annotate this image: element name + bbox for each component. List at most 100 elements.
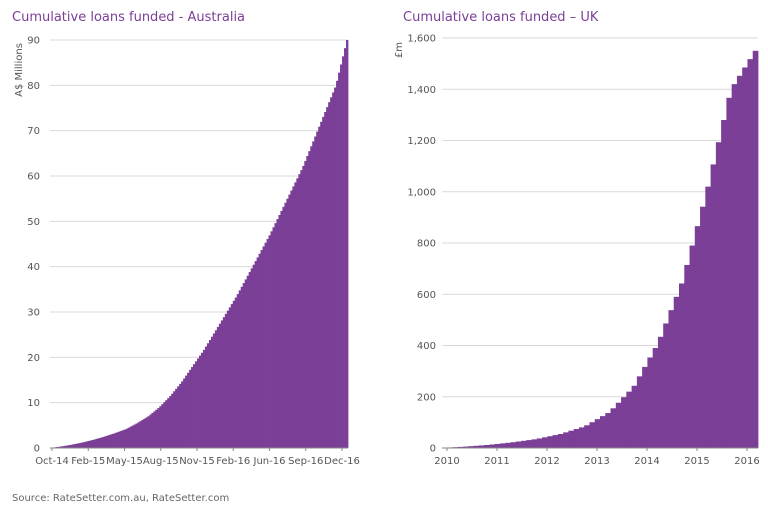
area-step-bar-australia — [332, 92, 335, 448]
area-step-bar-australia — [330, 97, 333, 449]
area-step-bar-australia — [131, 425, 134, 448]
area-step-bar-uk — [563, 432, 569, 448]
area-step-bar-australia — [346, 40, 349, 448]
area-step-bar-australia — [105, 435, 109, 448]
area-step-bar-australia — [202, 349, 206, 448]
area-step-bar-australia — [342, 56, 345, 448]
area-step-bar-australia — [214, 330, 218, 448]
area-step-bar-australia — [320, 121, 323, 448]
area-step-bar-australia — [312, 141, 315, 448]
area-step-bar-australia — [262, 246, 265, 448]
area-step-bar-uk — [463, 446, 469, 448]
area-step-bar-australia — [254, 261, 258, 448]
area-step-bar-australia — [316, 131, 319, 448]
area-step-bar-australia — [161, 404, 164, 448]
area-step-bar-uk — [631, 385, 638, 448]
area-step-bar-australia — [143, 418, 146, 448]
area-step-bar-uk — [647, 357, 654, 448]
area-step-bar-uk — [747, 59, 754, 448]
area-step-bar-australia — [296, 178, 299, 448]
area-step-bar-uk — [668, 310, 675, 448]
area-step-bar-australia — [282, 206, 285, 448]
area-step-bar-australia — [334, 87, 337, 448]
area-step-bar-australia — [338, 72, 341, 448]
area-step-bar-uk — [542, 437, 548, 448]
area-step-bar-australia — [185, 375, 188, 448]
area-step-bar-australia — [310, 146, 313, 448]
area-step-bar-australia — [189, 369, 192, 448]
x-tick-label-uk: 2015 — [684, 456, 709, 467]
area-step-bar-australia — [119, 431, 122, 448]
area-step-bar-australia — [73, 444, 77, 448]
area-step-bar-australia — [123, 429, 126, 448]
area-step-bar-uk — [510, 442, 517, 448]
x-tick-label-uk: 2014 — [634, 456, 659, 467]
area-step-bar-australia — [314, 136, 317, 448]
area-step-bar-uk — [484, 445, 490, 448]
y-tick-label-australia: 20 — [27, 353, 40, 364]
area-step-bar-australia — [256, 257, 259, 448]
area-step-bar-uk — [573, 429, 580, 448]
area-step-bar-uk — [726, 97, 733, 448]
area-step-bar-australia — [236, 294, 240, 448]
area-step-bar-australia — [193, 364, 196, 448]
area-step-bar-australia — [103, 436, 107, 448]
area-step-bar-uk — [594, 419, 601, 448]
area-step-bar-australia — [232, 300, 236, 448]
area-step-bar-australia — [165, 400, 168, 448]
area-step-bar-australia — [199, 355, 202, 448]
area-step-bar-uk — [515, 441, 522, 448]
area-step-bar-uk — [547, 436, 553, 448]
area-step-bar-australia — [95, 438, 99, 448]
area-step-bar-uk — [531, 439, 538, 448]
x-tick-label-australia: Oct-14 — [35, 456, 69, 467]
area-step-bar-australia — [71, 444, 75, 448]
area-step-bar-australia — [270, 231, 273, 448]
area-step-bar-australia — [336, 80, 339, 449]
area-step-bar-australia — [302, 165, 305, 448]
area-step-bar-australia — [109, 434, 112, 448]
area-step-bar-australia — [284, 202, 287, 448]
area-step-bar-australia — [276, 219, 279, 448]
area-step-bar-uk — [694, 226, 701, 448]
area-step-bar-australia — [187, 372, 190, 448]
area-step-bar-uk — [557, 433, 564, 448]
area-step-bar-australia — [121, 430, 124, 448]
y-tick-label-uk: 800 — [417, 239, 436, 250]
area-step-bar-australia — [111, 433, 114, 448]
area-step-bar-australia — [208, 340, 212, 448]
area-step-bar-australia — [77, 443, 81, 448]
area-step-bar-uk — [652, 348, 659, 448]
area-step-bar-uk — [536, 438, 543, 448]
area-step-bar-uk — [663, 323, 669, 448]
area-step-bar-australia — [175, 388, 178, 448]
x-tick-label-uk: 2016 — [734, 456, 759, 467]
area-step-bar-australia — [264, 242, 267, 448]
area-step-bar-australia — [169, 396, 172, 448]
area-step-bar-uk — [468, 446, 474, 448]
area-step-bar-australia — [147, 416, 150, 448]
area-step-bar-australia — [97, 438, 101, 448]
area-step-bar-australia — [195, 361, 198, 448]
area-step-bar-australia — [99, 437, 103, 448]
area-step-bar-australia — [246, 275, 250, 448]
area-step-bar-australia — [167, 398, 170, 448]
area-step-bar-australia — [145, 417, 148, 448]
area-step-bar-australia — [250, 268, 254, 448]
area-step-bar-uk — [478, 445, 485, 448]
area-step-bar-australia — [159, 406, 162, 448]
area-step-bar-australia — [340, 64, 343, 448]
area-step-bar-australia — [206, 343, 210, 448]
y-tick-label-australia: 10 — [27, 398, 40, 409]
y-tick-label-australia: 50 — [27, 217, 40, 228]
y-tick-label-australia: 70 — [27, 126, 40, 137]
x-tick-label-australia: Feb-15 — [71, 456, 105, 467]
area-step-bar-australia — [242, 283, 246, 448]
area-step-bar-uk — [457, 446, 464, 448]
area-step-bar-australia — [212, 333, 216, 448]
area-step-bar-australia — [79, 442, 83, 448]
y-tick-label-australia: 90 — [27, 36, 40, 47]
area-step-bar-uk — [568, 430, 575, 448]
area-step-bar-uk — [736, 75, 743, 449]
area-step-bar-australia — [67, 445, 71, 448]
